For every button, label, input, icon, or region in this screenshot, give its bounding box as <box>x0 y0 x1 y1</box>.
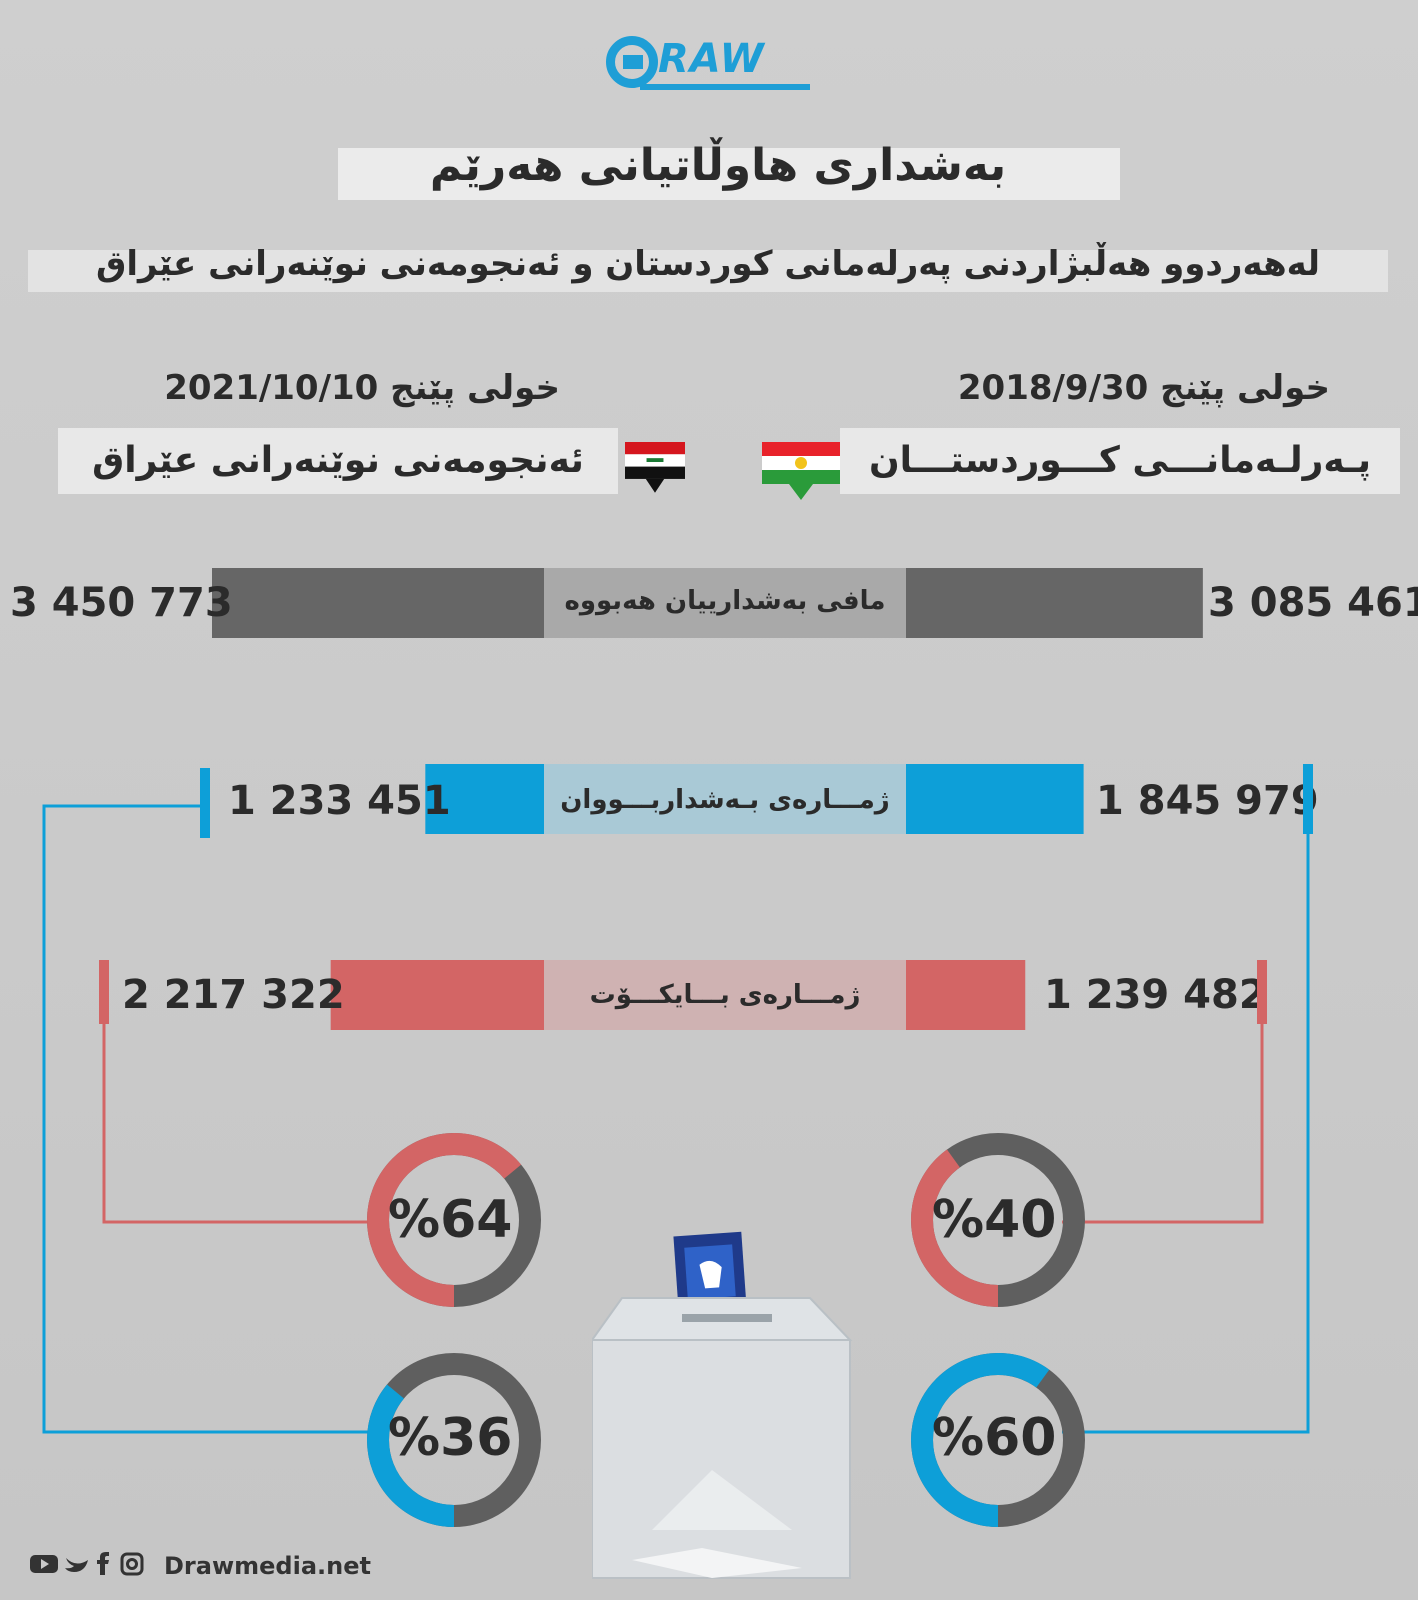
kurdistan-boycott-value: 1 239 482 <box>1044 972 1267 1018</box>
twitter-icon <box>65 1558 88 1572</box>
iraq-bar-2 <box>330 960 544 1030</box>
iraq-boycott-connector <box>102 960 370 1224</box>
kurdistan-participation-percent: %60 <box>932 1408 1057 1468</box>
title-background <box>338 148 1120 200</box>
kurdistan-boycott-donut-arc <box>911 1133 1085 1307</box>
facebook-icon <box>97 1552 109 1575</box>
iraq-boycott-percent: %64 <box>388 1190 513 1250</box>
ballot-box-illustration <box>592 1231 853 1579</box>
kurdistan-participation-tick <box>1303 764 1313 834</box>
kurdistan-participation-donut-arc <box>911 1353 1085 1527</box>
kurdistan-eligible-value: 3 085 461 <box>1208 580 1418 626</box>
site-url: Drawmedia.net <box>164 1552 371 1580</box>
kurdistan-date-label: خولی پێنج 2018/9/30 <box>957 368 1330 408</box>
iraq-participation-tick <box>200 768 210 838</box>
kurdistan-election-name: پـەرلـەمانـــی کـــوردستـــان <box>868 440 1372 481</box>
social-icons <box>30 1552 144 1576</box>
logo-underline <box>640 84 810 90</box>
kurdistan-boycott-tick <box>1257 960 1267 1024</box>
instagram-icon <box>120 1552 144 1576</box>
iraq-bar-0 <box>212 568 544 638</box>
iraq-flag-icon <box>625 442 685 493</box>
iraq-participation-percent: %36 <box>388 1408 513 1468</box>
iraq-boycott-donut-arc <box>367 1133 541 1307</box>
iraq-boycott-value: 2 217 322 <box>122 972 345 1018</box>
iraq-participation-donut-arc <box>367 1353 541 1527</box>
kurdistan-bar-0 <box>906 568 1203 638</box>
category-label-eligible: مافی بەشدارییان هەبووە <box>564 586 886 616</box>
category-label-boycott: ژمـــارەی بـــایکـــۆت <box>589 980 861 1010</box>
iraq-participants-value: 1 233 451 <box>228 778 451 824</box>
logo-d-mark <box>606 36 658 88</box>
category-label-box-0 <box>544 568 906 638</box>
kurdistan-boycott-connector <box>1062 960 1264 1224</box>
kurdistan-participants-value: 1 845 979 <box>1096 778 1319 824</box>
category-label-box-2 <box>544 960 906 1030</box>
kurdistan-bar-1 <box>906 764 1084 834</box>
kurdistan-name-box: پـەرلـەمانـــی کـــوردستـــان <box>840 428 1400 494</box>
bar-chart <box>212 568 1203 1030</box>
iraq-bar-1 <box>425 764 544 834</box>
iraq-date-label: خولی پێنج 2021/10/10 <box>164 368 560 408</box>
kurdistan-boycott-percent: %40 <box>932 1190 1057 1250</box>
iraq-eligible-value: 3 450 773 <box>10 580 233 626</box>
iraq-boycott-tick <box>99 960 109 1024</box>
page-title: بەشداری هاوڵاتیانی هەرێم <box>429 140 1007 191</box>
category-label-participants: ژمـــارەی بـەشداربـــووان <box>560 785 890 815</box>
logo-text: RAW <box>658 36 765 82</box>
kurdistan-bar-2 <box>906 960 1026 1030</box>
kurdistan-flag-icon <box>762 442 840 500</box>
iraq-participation-connector <box>42 804 370 1434</box>
draw-logo: RAW <box>600 28 820 98</box>
iraq-name-box: ئەنجومەنی نوێنەرانی عێراق <box>58 428 618 494</box>
iraq-election-name: ئەنجومەنی نوێنەرانی عێراق <box>92 440 584 481</box>
page-subtitle: لەهەردوو هەڵبژاردنی پەرلەمانی کوردستان و… <box>95 244 1321 284</box>
subtitle-background <box>28 250 1388 292</box>
kurdistan-participation-connector <box>1062 772 1310 1434</box>
youtube-icon <box>30 1555 58 1573</box>
category-label-box-1 <box>544 764 906 834</box>
donut-charts <box>42 764 1313 1527</box>
